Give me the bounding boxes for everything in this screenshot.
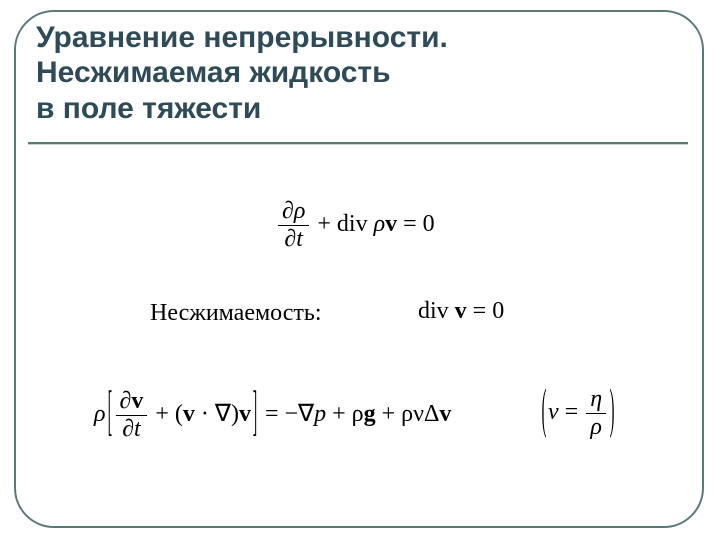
equation-navier-stokes: ρ[ ∂∂vv ∂t + (v · ∇)v] = −∇p + ρg + ρνΔv xyxy=(94,388,451,443)
equation-divv: div v = 0 xyxy=(418,298,504,325)
equation-nu-definition: (ν = η ρ ) xyxy=(540,386,616,441)
drho: ∂ρ xyxy=(282,198,305,224)
g-vec: g xyxy=(364,401,376,427)
plus-rhog: + ρ xyxy=(326,401,364,427)
v2: v xyxy=(239,401,251,427)
plus-div: + div xyxy=(311,211,373,237)
plus-paren: + ( xyxy=(149,401,183,427)
left-paren: ( xyxy=(542,380,547,442)
title-block: Уравнение непрерывности. Несжимаемая жид… xyxy=(36,20,676,126)
v3: v xyxy=(439,401,451,427)
eq-zero: = 0 xyxy=(397,211,435,237)
div-text: div xyxy=(418,298,455,324)
left-bracket: [ xyxy=(107,382,111,444)
rho-3: ρ xyxy=(590,414,602,440)
p: p xyxy=(314,401,326,427)
title-underline xyxy=(28,142,688,145)
dot-nabla: · ∇) xyxy=(195,401,239,427)
v-vec-2: v xyxy=(455,298,467,324)
eq-neg-nabla: = −∇ xyxy=(259,401,314,427)
plus-visc: + ρνΔ xyxy=(376,401,440,427)
rho: ρ xyxy=(374,211,386,237)
nu: ν xyxy=(548,399,559,425)
eq-sign: = xyxy=(559,399,585,425)
eta: η xyxy=(590,386,602,412)
rho-2: ρ xyxy=(94,401,106,427)
v-vec: v xyxy=(385,211,397,237)
v1: v xyxy=(183,401,195,427)
right-bracket: ] xyxy=(253,382,257,444)
label-incompressibility: Несжимаемость: xyxy=(150,300,322,327)
eq-zero-2: = 0 xyxy=(467,298,505,324)
slide: Уравнение непрерывности. Несжимаемая жид… xyxy=(0,0,720,540)
dt: ∂t xyxy=(284,226,303,252)
right-paren: ) xyxy=(610,380,615,442)
slide-title: Уравнение непрерывности. Несжимаемая жид… xyxy=(36,20,676,126)
equation-continuity: ∂ρ ∂t + div ρv = 0 xyxy=(276,198,435,253)
dt-2: ∂t xyxy=(122,416,141,442)
